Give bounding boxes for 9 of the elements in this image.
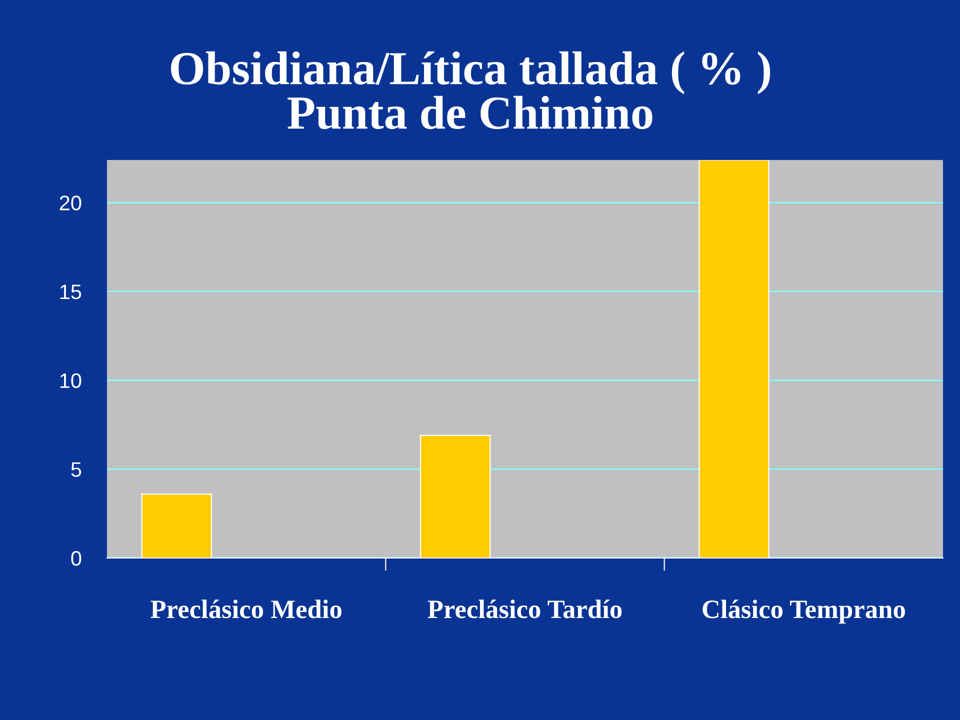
x-tick-label: Preclásico Tardío xyxy=(428,600,622,618)
x-tick-label: Preclásico Medio xyxy=(150,600,342,618)
y-tick-label: 0 xyxy=(71,551,82,566)
y-tick-label: 15 xyxy=(60,284,82,300)
chart-title: Obsidiana/Lítica tallada ( % ) Punta de Chimino xyxy=(170,51,770,130)
y-tick-label: 5 xyxy=(71,462,82,477)
y-tick-label: 20 xyxy=(60,196,82,210)
y-tick-label: 10 xyxy=(60,373,82,388)
x-tick-label: Clásico Temprano xyxy=(702,600,905,624)
